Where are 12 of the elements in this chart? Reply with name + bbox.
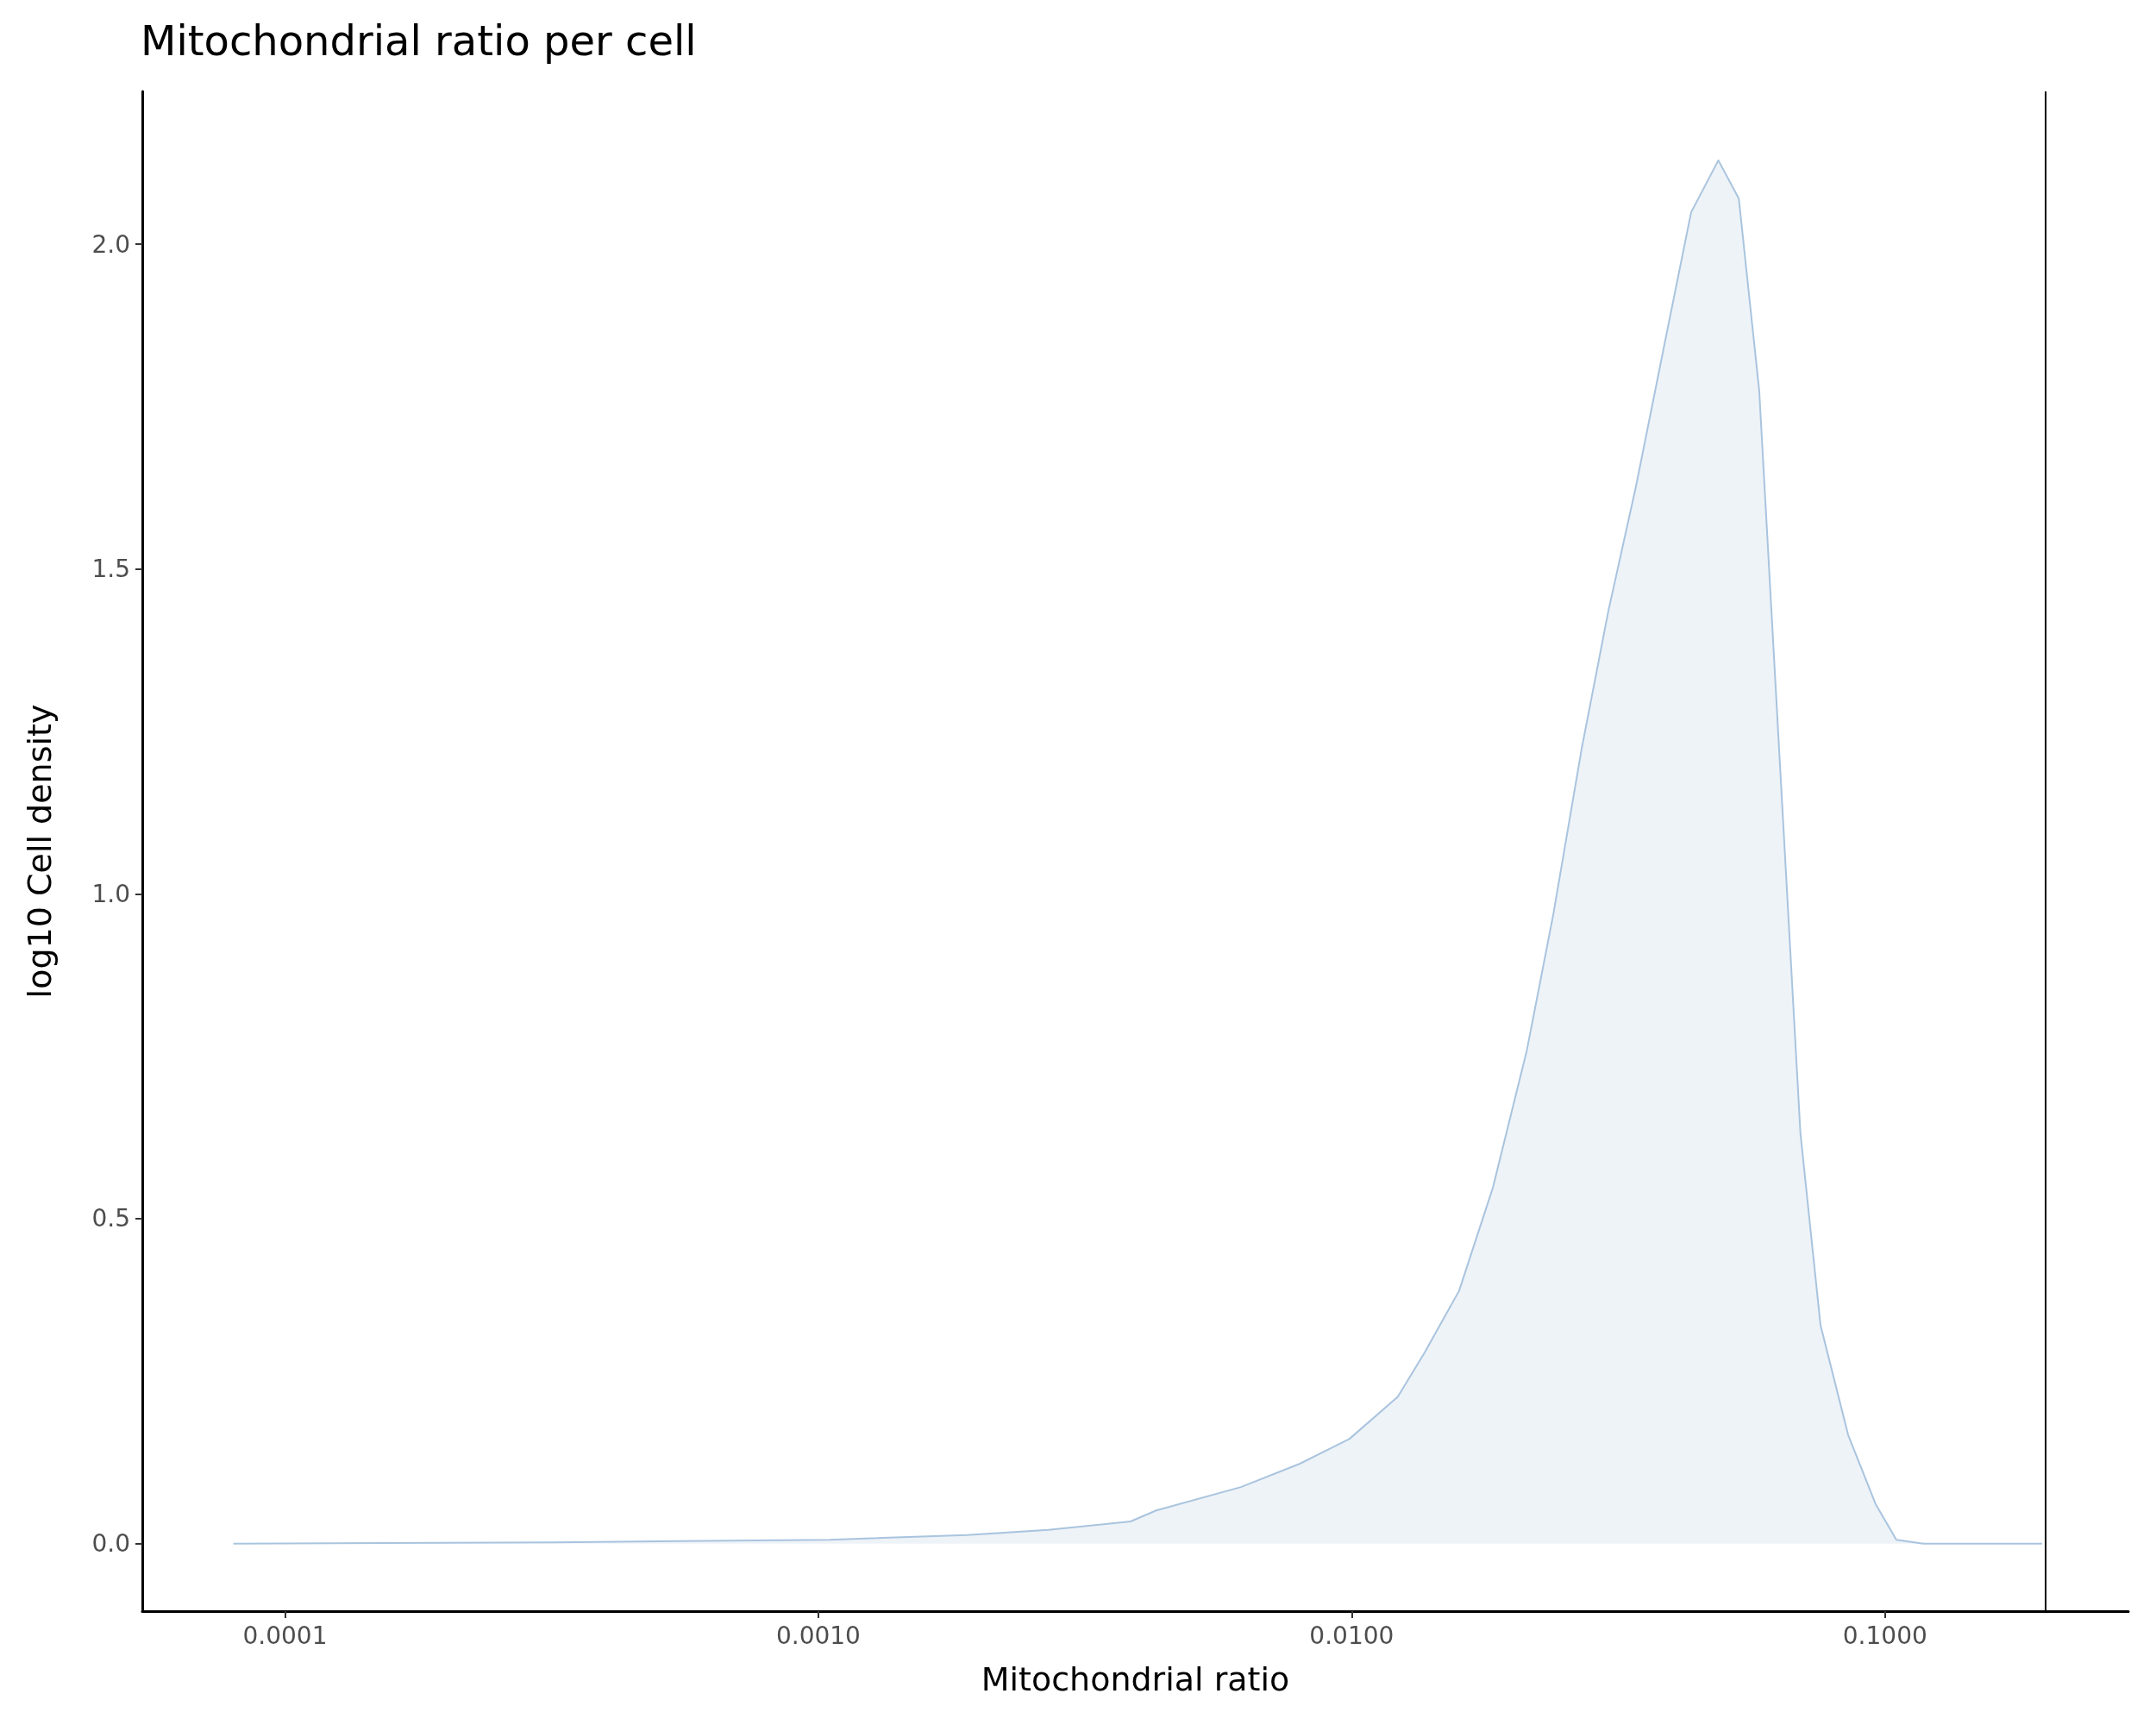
y-tick-label: 1.0 <box>91 879 130 908</box>
x-tick-label: 0.0010 <box>775 1621 861 1650</box>
y-tick-label: 2.0 <box>91 229 130 259</box>
chart-title: Mitochondrial ratio per cell <box>141 16 697 65</box>
x-tick-label: 0.1000 <box>1842 1621 1927 1650</box>
x-tick-label: 0.0100 <box>1309 1621 1395 1650</box>
x-axis-title: Mitochondrial ratio <box>981 1660 1290 1698</box>
y-tick-label: 0.5 <box>91 1204 130 1233</box>
y-tick-label: 1.5 <box>91 555 130 584</box>
x-tick-label: 0.0001 <box>242 1621 328 1650</box>
y-tick-label: 0.0 <box>91 1529 130 1559</box>
y-axis-title: log10 Cell density <box>21 704 59 999</box>
